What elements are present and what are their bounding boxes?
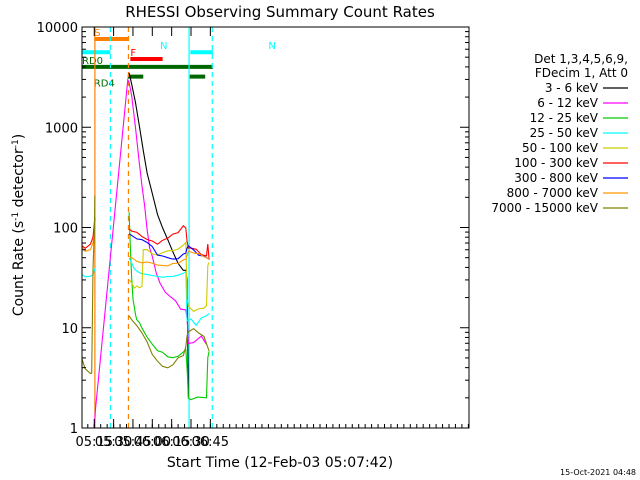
state-markers	[94, 27, 213, 428]
series-line-5	[81, 217, 210, 260]
series-line-0	[128, 72, 189, 397]
x-tick-label-2: 05:45	[114, 435, 151, 450]
legend-label-6: 300 - 800 keV	[514, 171, 598, 185]
legend-label-2: 12 - 25 keV	[530, 111, 599, 125]
legend-label-7: 800 - 7000 keV	[507, 186, 599, 200]
x-tick-label-1: 05:30	[95, 435, 132, 450]
y-tick-label-3: 1000	[45, 121, 78, 136]
legend-label-1: 6 - 12 keV	[537, 96, 599, 110]
y-axis-label: Count Rate (s-1 detector-1)	[11, 134, 27, 316]
legend-label-5: 100 - 300 keV	[514, 156, 598, 170]
chart-title: RHESSI Observing Summary Count Rates	[125, 3, 435, 21]
series-line-6	[128, 233, 210, 260]
series-line-2	[128, 212, 210, 401]
legend-label-0: 3 - 6 keV	[545, 81, 599, 95]
y-tick-label-0: 1	[70, 422, 78, 437]
series-line-4	[128, 241, 210, 313]
flag-label-0: S	[94, 28, 100, 39]
plot-frame	[81, 26, 470, 429]
x-tick-label-5: 06:30	[172, 435, 209, 450]
axes: 1 10 100 1000 10000 05:1505:3005:4506:0006:15…	[37, 21, 470, 450]
legend-label-4: 50 - 100 keV	[522, 141, 599, 155]
x-axis-label: Start Time (12-Feb-03 05:07:42)	[167, 455, 393, 471]
flag-label-4: RD0	[82, 56, 103, 67]
flag-label-2: N	[268, 41, 275, 52]
legend-label-8: 7000 - 15000 keV	[491, 201, 598, 215]
legend: Det 1,3,4,5,6,9, FDecim 1, Att 0 3 - 6 k…	[491, 52, 628, 215]
series-line-3	[81, 257, 210, 327]
timestamp: 15-Oct-2021 04:48	[560, 468, 636, 477]
y-tick-label-1: 10	[61, 322, 78, 337]
x-tick-label-6: 06:45	[192, 435, 229, 450]
series-line-1	[93, 77, 207, 429]
flag-label-1: N	[160, 41, 167, 52]
x-tick-label-3: 06:00	[134, 435, 171, 450]
flag-bars: S N N F RD0 RD4	[82, 28, 276, 90]
flag-label-3: F	[130, 48, 136, 59]
flag-label-5: RD4	[94, 79, 115, 90]
x-tick-label-4: 06:15	[153, 435, 190, 450]
y-tick-label-4: 10000	[37, 21, 78, 36]
y-tick-label-2: 100	[53, 222, 78, 237]
series-lines	[81, 72, 210, 429]
legend-label-3: 25 - 50 keV	[530, 126, 599, 140]
legend-header-2: FDecim 1, Att 0	[535, 66, 628, 80]
series-line-8	[81, 195, 210, 375]
x-tick-label-0: 05:15	[76, 435, 113, 450]
legend-header-1: Det 1,3,4,5,6,9,	[534, 52, 628, 66]
